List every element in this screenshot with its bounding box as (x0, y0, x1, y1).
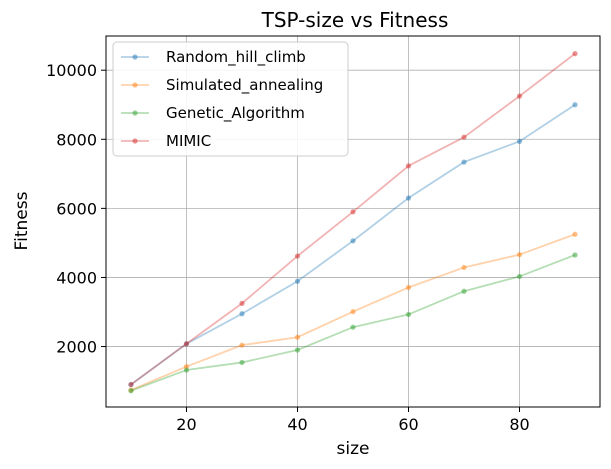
data-point (516, 252, 523, 258)
data-point (350, 238, 356, 244)
y-tick-label: 2000 (56, 338, 97, 357)
legend-entry: Simulated_annealing (121, 76, 323, 95)
data-point (239, 342, 245, 348)
data-point (516, 138, 523, 144)
series-layer (128, 51, 578, 394)
legend-swatch-marker (132, 110, 138, 116)
data-point (350, 324, 356, 330)
data-point (239, 311, 245, 317)
x-tick-label: 80 (509, 415, 529, 434)
legend-entry: Random_hill_climb (121, 48, 306, 67)
data-point (405, 195, 412, 201)
data-point (572, 252, 578, 258)
data-point (294, 253, 301, 259)
chart-title: TSP-size vs Fitness (261, 8, 449, 32)
legend-swatch-marker (132, 82, 138, 88)
legend-label: MIMIC (166, 132, 211, 150)
data-point (350, 209, 356, 215)
legend-entry: Genetic_Algorithm (121, 104, 305, 123)
legend-label: Genetic_Algorithm (166, 104, 305, 123)
x-axis-ticks: 20 40 60 80 (176, 407, 530, 434)
plot-frame (105, 35, 601, 408)
data-point (183, 367, 190, 373)
legend-label: Random_hill_climb (166, 48, 306, 67)
data-point (572, 51, 578, 57)
data-point (461, 264, 467, 271)
y-axis-label: Fitness (12, 191, 32, 250)
x-tick-label: 60 (398, 415, 418, 434)
data-point (405, 284, 412, 291)
data-point (350, 309, 356, 315)
data-point (405, 311, 412, 318)
data-point (239, 300, 245, 306)
data-point (572, 102, 578, 108)
data-point (516, 93, 523, 99)
y-tick-label: 6000 (56, 199, 97, 218)
data-point (294, 278, 301, 284)
x-tick-label: 20 (176, 415, 196, 434)
data-point (294, 334, 301, 340)
series-line (130, 254, 576, 392)
data-point (461, 134, 467, 140)
data-point (128, 388, 134, 394)
legend-box (112, 41, 349, 157)
data-point (294, 347, 301, 353)
y-axis-ticks: 2000 4000 6000 8000 10000 (46, 61, 106, 357)
data-point (405, 163, 412, 169)
x-axis-label: size (337, 439, 370, 459)
data-point (183, 341, 190, 347)
series-3 (128, 51, 578, 388)
series-2 (128, 252, 578, 394)
data-point (239, 359, 245, 366)
y-tick-label: 10000 (46, 61, 97, 80)
y-tick-label: 8000 (56, 130, 97, 149)
legend: Random_hill_climb Simulated_annealing Gene… (112, 41, 349, 157)
data-point (461, 159, 467, 165)
x-tick-label: 40 (287, 415, 307, 434)
legend-swatch-marker (132, 138, 138, 144)
data-point (572, 231, 578, 237)
data-point (461, 288, 467, 294)
y-tick-label: 4000 (56, 268, 97, 287)
legend-swatch-marker (132, 54, 138, 60)
legend-label: Simulated_annealing (166, 76, 323, 95)
data-point (516, 273, 523, 280)
legend-entry: MIMIC (121, 132, 211, 150)
data-point (128, 381, 134, 388)
